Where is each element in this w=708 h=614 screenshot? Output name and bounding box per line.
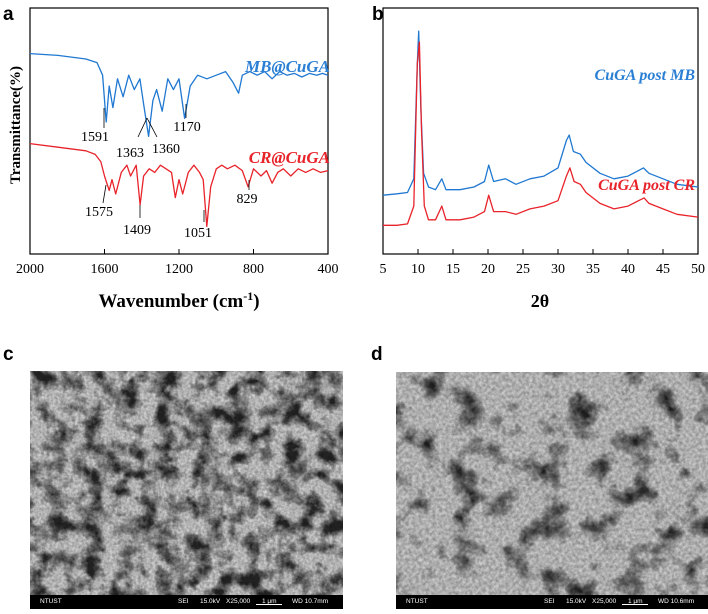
sem-texture-d	[396, 372, 708, 595]
ftir-tick-label-2000: 2000	[16, 262, 44, 277]
xrd-xlabel: 2θ	[531, 291, 549, 311]
ftir-xlabel-main: Wavenumber (cm	[98, 291, 243, 312]
xrd-series-group	[382, 30, 699, 226]
sem-mode-d: SEI	[544, 598, 555, 605]
ftir-mb-annotations	[103, 104, 187, 138]
xrd-tick-label-25: 25	[516, 262, 530, 277]
panel-letter-d-wrap: d	[371, 344, 383, 365]
ftir-peak-829: 829	[237, 192, 258, 207]
xrd-tick-label-45: 45	[656, 262, 670, 277]
ftir-ylabel: Transmittance(%)	[8, 66, 24, 184]
xrd-series-label-cr: CuGA post CR	[598, 177, 695, 194]
sem-scalebar-d	[622, 604, 648, 605]
xrd-chart: b 5 10 15 20 25 30 35 40 45 50 CuGA post MB CuGA …	[372, 4, 705, 311]
sem-grain-c	[30, 371, 343, 595]
series-line-cuga-post-mb	[382, 30, 699, 196]
xrd-tick-label-30: 30	[551, 262, 565, 277]
annotation-line-1575	[102, 184, 107, 204]
sem-org-d: NTUST	[406, 598, 428, 605]
ftir-tick-label-400: 400	[318, 262, 339, 277]
sem-kv-d: 15.0kV	[566, 598, 587, 605]
panel-letter-c-wrap: c	[3, 344, 14, 365]
series-line-mb-cuga	[29, 52, 329, 138]
ftir-xlabel-sup: -1	[243, 289, 253, 303]
xrd-tick-label-10: 10	[411, 262, 425, 277]
sem-mag-d: X25,000	[592, 598, 617, 605]
sem-wd-c: WD 10.7mm	[292, 598, 329, 605]
xrd-plot-frame	[382, 7, 699, 255]
panel-letter-a: a	[3, 4, 14, 25]
sem-kv-c: 15.0kV	[200, 598, 221, 605]
ftir-peak-1575: 1575	[85, 205, 113, 220]
sem-image-c: NTUST SEI 15.0kV X25,000 1 μm WD 10.7mm	[30, 371, 343, 609]
series-line-cuga-post-cr	[383, 41, 699, 226]
ftir-cr-annotations	[102, 180, 250, 222]
xrd-series-label-mb: CuGA post MB	[595, 67, 696, 84]
ftir-peak-1363: 1363	[116, 146, 144, 161]
xrd-tick-label-50: 50	[691, 262, 705, 277]
panel-letter-c: c	[3, 344, 14, 365]
sem-databar-d: NTUST SEI 15.0kV X25,000 1 μm WD 10.6mm	[396, 595, 708, 609]
sem-scale-d: 1 μm	[628, 598, 643, 605]
series-line-cr-cuga	[29, 142, 329, 228]
ftir-tick-label-1600: 1600	[91, 262, 119, 277]
sem-databar-c: NTUST SEI 15.0kV X25,000 1 μm WD 10.7mm	[30, 595, 343, 609]
xrd-tick-label-40: 40	[621, 262, 635, 277]
ftir-peak-1170: 1170	[173, 120, 200, 135]
ftir-xlabel-end: )	[253, 291, 259, 312]
sem-texture-c	[30, 371, 343, 595]
annotation-line-1360	[146, 117, 158, 138]
ftir-series-label-mb: MB@CuGA	[244, 57, 330, 76]
ftir-peak-1051: 1051	[184, 226, 212, 241]
sem-grain-d	[396, 372, 708, 595]
sem-image-d: NTUST SEI 15.0kV X25,000 1 μm WD 10.6mm	[396, 372, 708, 609]
panel-letter-d: d	[371, 344, 383, 365]
ftir-series-label-cr: CR@CuGA	[249, 148, 330, 167]
sem-scale-c: 1 μm	[262, 598, 277, 605]
ftir-x-axis: 2000 1600 1200 800 400	[16, 249, 339, 277]
ftir-tick-label-1200: 1200	[165, 262, 193, 277]
sem-wd-d: WD 10.6mm	[658, 598, 695, 605]
sem-mag-c: X25,000	[226, 598, 251, 605]
ftir-chart: a Transmittance(%) 2000 1600 1200 800 400 MB…	[3, 4, 339, 312]
xrd-x-axis: 5 10 15 20 25 30 35 40 45 50	[380, 249, 705, 277]
xrd-tick-label-15: 15	[446, 262, 460, 277]
xrd-tick-label-35: 35	[586, 262, 600, 277]
ftir-tick-label-800: 800	[243, 262, 264, 277]
ftir-peak-1409: 1409	[123, 223, 151, 238]
panel-letter-b: b	[372, 4, 384, 25]
sem-org-c: NTUST	[40, 598, 62, 605]
ftir-peak-1360: 1360	[152, 142, 180, 157]
ftir-peak-1591: 1591	[81, 130, 109, 145]
ftir-xlabel: Wavenumber (cm-1)	[98, 289, 259, 312]
xrd-tick-label-20: 20	[481, 262, 495, 277]
ftir-series-group	[29, 52, 329, 228]
xrd-tick-label-5: 5	[380, 262, 387, 277]
sem-scalebar-c	[256, 604, 282, 605]
sem-mode-c: SEI	[178, 598, 189, 605]
annotation-line-1363	[137, 117, 148, 138]
